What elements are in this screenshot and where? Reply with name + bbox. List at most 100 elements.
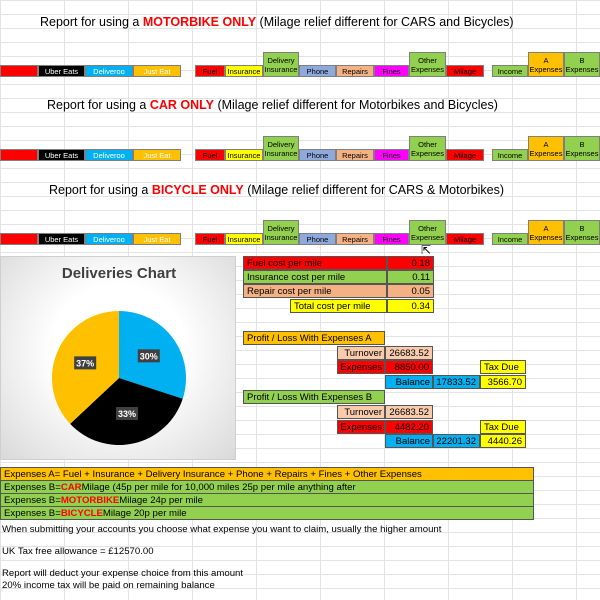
header-motorbike-repairs[interactable]: Repairs (336, 65, 374, 77)
deliveries-chart[interactable]: Deliveries Chart 30% 33% 37% (0, 256, 236, 460)
header-motorbike-b[interactable]: B Expenses (564, 52, 600, 77)
header-car-a[interactable]: A Expenses (528, 136, 564, 161)
header-bicycle-uber[interactable]: Uber Eats (38, 233, 85, 245)
header-motorbike-fuel[interactable]: Fuel (195, 65, 225, 77)
header-label-bottom: Expenses (411, 64, 444, 74)
header-car-repairs[interactable]: Repairs (336, 149, 374, 161)
insurance-cost-label: Insurance cost per mile (243, 270, 387, 284)
header-label-top: Other (418, 139, 437, 149)
note-expenses-a: Expenses A= Fuel + Insurance + Delivery … (0, 467, 534, 481)
profit-b-balance-label: Balance (385, 434, 433, 448)
note-expenses-b-motorbike: Expenses B= MOTORBIKE Milage 24p per mil… (0, 493, 534, 507)
header-motorbike-a[interactable]: A Expenses (528, 52, 564, 77)
header-car-blank[interactable] (0, 149, 38, 161)
header-bicycle-delivery[interactable]: Delivery Insurance (263, 220, 299, 245)
header-label-bottom: Expenses (411, 148, 444, 158)
profit-b-tax-value[interactable]: 4440.26 (480, 434, 526, 448)
header-bicycle-fuel[interactable]: Fuel (195, 233, 225, 245)
header-label-top: A (543, 139, 549, 149)
header-bicycle-b[interactable]: B Expenses (564, 220, 600, 245)
section-title-bicycle: Report for using a BICYCLE ONLY (Milage … (49, 183, 505, 197)
header-label-top: B (579, 55, 585, 65)
section-title-car: Report for using a CAR ONLY (Milage reli… (47, 98, 498, 112)
profit-a-expenses-value[interactable]: 8850.00 (385, 360, 433, 374)
header-label-bottom: Expenses (529, 148, 563, 158)
header-motorbike-income[interactable]: Income (492, 65, 528, 77)
header-car-justeat[interactable]: Just Eat (133, 149, 181, 161)
header-label-top: A (543, 223, 549, 233)
header-motorbike-delivery[interactable]: Delivery Insurance (263, 52, 299, 77)
header-car-uber[interactable]: Uber Eats (38, 149, 85, 161)
fuel-cost-value[interactable]: 0.18 (387, 256, 434, 270)
header-motorbike-deliveroo[interactable]: Deliveroo (85, 65, 133, 77)
profit-b-turnover-value[interactable]: 26683.52 (385, 405, 433, 419)
header-label-top: Delivery (267, 223, 295, 233)
header-bicycle-phone[interactable]: Phone (299, 233, 336, 245)
pie-label-background (137, 349, 160, 363)
header-label-bottom: Insurance (264, 232, 298, 242)
header-motorbike-insurance[interactable]: Insurance (225, 65, 263, 77)
header-car-delivery[interactable]: Delivery Insurance (263, 136, 299, 161)
header-bicycle-insurance[interactable]: Insurance (225, 233, 263, 245)
header-car-phone[interactable]: Phone (299, 149, 336, 161)
header-motorbike-phone[interactable]: Phone (299, 65, 336, 77)
header-bicycle-milage[interactable]: Milage (446, 233, 484, 245)
header-car-income[interactable]: Income (492, 149, 528, 161)
header-label-top: B (579, 223, 585, 233)
note-income-tax: 20% income tax will be paid on remaining… (2, 580, 215, 591)
note-expenses-b-car: Expenses B= CAR Milage (45p per mile for… (0, 480, 534, 494)
profit-b-expenses-value[interactable]: 4482.20 (385, 420, 433, 434)
profit-b-turnover-label: Turnover (337, 405, 385, 419)
fuel-cost-label: Fuel cost per mile (243, 256, 387, 270)
total-cost-value[interactable]: 0.34 (387, 299, 434, 313)
header-motorbike-uber[interactable]: Uber Eats (38, 65, 85, 77)
header-bicycle-fines[interactable]: Fines (374, 233, 409, 245)
profit-b-tax-label: Tax Due (480, 420, 526, 434)
header-label-top: A (543, 55, 549, 65)
header-car-fines[interactable]: Fines (374, 149, 409, 161)
header-bicycle-income[interactable]: Income (492, 233, 528, 245)
profit-b-title: Profit / Loss With Expenses B (243, 390, 385, 404)
chart-title: Deliveries Chart (61, 265, 177, 282)
header-motorbike-other[interactable]: Other Expenses (409, 52, 446, 77)
header-label-top: Other (418, 55, 437, 65)
header-bicycle-other[interactable]: Other Expenses (409, 220, 446, 245)
pie-data-label: 37% (76, 358, 94, 368)
header-motorbike-milage[interactable]: Milage (446, 65, 484, 77)
header-motorbike-blank[interactable] (0, 65, 38, 77)
profit-a-turnover-value[interactable]: 26683.52 (385, 346, 433, 360)
profit-a-tax-label: Tax Due (480, 360, 526, 374)
profit-a-expenses-label: Expenses (337, 360, 385, 374)
insurance-cost-value[interactable]: 0.11 (387, 270, 434, 284)
header-bicycle-justeat[interactable]: Just Eat (133, 233, 181, 245)
header-label-top: Delivery (267, 55, 295, 65)
header-motorbike-fines[interactable]: Fines (374, 65, 409, 77)
header-car-insurance[interactable]: Insurance (225, 149, 263, 161)
profit-a-balance-label: Balance (385, 375, 433, 389)
profit-a-tax-value[interactable]: 3566.70 (480, 375, 526, 389)
profit-b-balance-value[interactable]: 22201.32 (433, 434, 480, 448)
header-label-bottom: Insurance (264, 148, 298, 158)
header-label-top: Delivery (267, 139, 295, 149)
repair-cost-value[interactable]: 0.05 (387, 284, 434, 298)
profit-a-balance-value[interactable]: 17833.52 (433, 375, 480, 389)
header-car-deliveroo[interactable]: Deliveroo (85, 149, 133, 161)
header-car-b[interactable]: B Expenses (564, 136, 600, 161)
header-bicycle-a[interactable]: A Expenses (528, 220, 564, 245)
header-bicycle-repairs[interactable]: Repairs (336, 233, 374, 245)
header-car-other[interactable]: Other Expenses (409, 136, 446, 161)
header-motorbike-justeat[interactable]: Just Eat (133, 65, 181, 77)
note-expenses-b-bicycle: Expenses B= BICYCLE Milage 20p per mile (0, 506, 534, 520)
header-label-top: B (579, 139, 585, 149)
header-label-bottom: Expenses (565, 148, 599, 158)
header-car-fuel[interactable]: Fuel (195, 149, 225, 161)
total-cost-label: Total cost per mile (290, 299, 387, 313)
pie-label-background (116, 406, 139, 420)
header-label-bottom: Expenses (565, 232, 599, 242)
profit-b-expenses-label: Expenses (337, 420, 385, 434)
header-car-milage[interactable]: Milage (446, 149, 484, 161)
header-bicycle-blank[interactable] (0, 233, 38, 245)
header-bicycle-deliveroo[interactable]: Deliveroo (85, 233, 133, 245)
header-label-bottom: Expenses (529, 64, 563, 74)
header-label-bottom: Insurance (264, 64, 298, 74)
